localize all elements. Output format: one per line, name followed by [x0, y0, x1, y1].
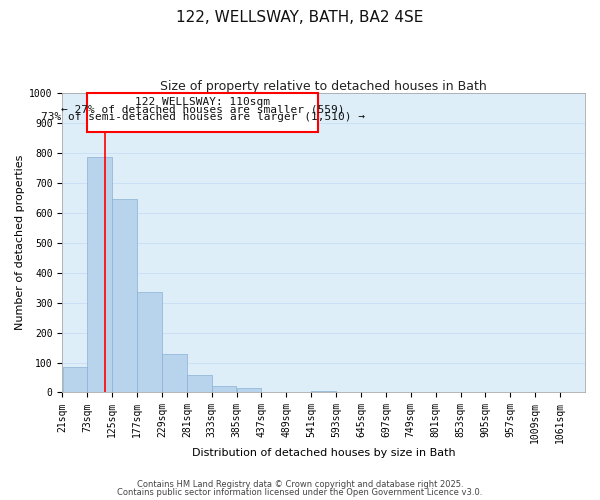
Text: 73% of semi-detached houses are larger (1,510) →: 73% of semi-detached houses are larger (… [41, 112, 365, 122]
Text: 122, WELLSWAY, BATH, BA2 4SE: 122, WELLSWAY, BATH, BA2 4SE [176, 10, 424, 25]
Text: 122 WELLSWAY: 110sqm: 122 WELLSWAY: 110sqm [135, 98, 270, 108]
Bar [311, 391, 336, 392]
Bar [137, 292, 162, 392]
Y-axis label: Number of detached properties: Number of detached properties [15, 155, 25, 330]
Bar [62, 367, 87, 392]
Text: ← 27% of detached houses are smaller (559): ← 27% of detached houses are smaller (55… [61, 105, 344, 115]
Bar [212, 386, 236, 392]
Title: Size of property relative to detached houses in Bath: Size of property relative to detached ho… [160, 80, 487, 93]
Bar [112, 200, 137, 392]
Bar [162, 354, 187, 393]
Bar [87, 93, 318, 132]
Bar [237, 388, 262, 392]
Bar [88, 158, 112, 392]
Text: Contains HM Land Registry data © Crown copyright and database right 2025.: Contains HM Land Registry data © Crown c… [137, 480, 463, 489]
Bar [187, 375, 212, 392]
X-axis label: Distribution of detached houses by size in Bath: Distribution of detached houses by size … [192, 448, 455, 458]
Text: Contains public sector information licensed under the Open Government Licence v3: Contains public sector information licen… [118, 488, 482, 497]
